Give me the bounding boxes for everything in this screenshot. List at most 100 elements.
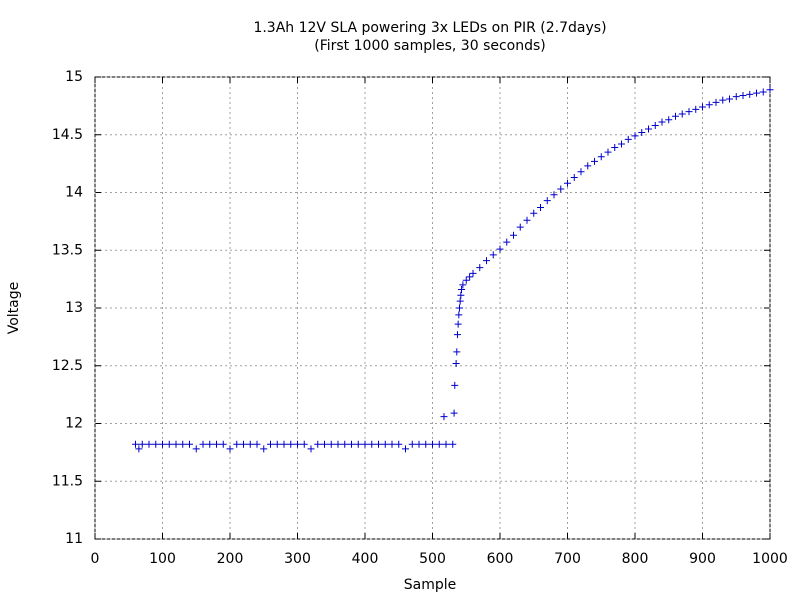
- data-point: [240, 440, 247, 448]
- y-tick-label: 13: [65, 300, 83, 316]
- data-point: [452, 359, 460, 367]
- data-point: [604, 148, 612, 156]
- data-point: [678, 110, 686, 118]
- data-point: [267, 440, 274, 448]
- data-point: [172, 440, 180, 448]
- data-point: [219, 440, 227, 448]
- data-point: [510, 231, 517, 239]
- data-point: [206, 440, 214, 448]
- data-point: [699, 103, 706, 111]
- data-point: [354, 440, 362, 448]
- data-point: [455, 311, 463, 319]
- data-point: [537, 204, 544, 212]
- data-point: [618, 140, 625, 148]
- y-tick-label: 13.5: [52, 242, 83, 258]
- data-point: [712, 98, 720, 106]
- data-point: [705, 101, 713, 109]
- data-point: [408, 440, 416, 448]
- data-point: [246, 440, 254, 448]
- data-point: [260, 445, 268, 453]
- data-point: [489, 251, 497, 259]
- data-point: [449, 440, 457, 448]
- data-point: [213, 440, 220, 448]
- data-point: [726, 95, 733, 103]
- data-point: [402, 445, 409, 453]
- data-point: [530, 209, 538, 217]
- data-point: [746, 90, 754, 98]
- data-point: [503, 238, 511, 246]
- data-point: [577, 168, 585, 176]
- y-tick-label: 11.5: [52, 473, 83, 489]
- data-point: [557, 185, 565, 193]
- data-point: [334, 440, 342, 448]
- data-point: [253, 440, 261, 448]
- data-point: [300, 440, 308, 448]
- data-point: [165, 440, 173, 448]
- data-point: [226, 445, 234, 453]
- data-point: [658, 118, 666, 126]
- data-point: [192, 445, 200, 453]
- y-tick-label: 14.5: [52, 127, 83, 143]
- data-point: [233, 440, 241, 448]
- data-point: [422, 440, 430, 448]
- data-point: [361, 440, 369, 448]
- data-point: [543, 197, 551, 205]
- data-point: [451, 381, 459, 389]
- data-point: [584, 162, 592, 170]
- y-tick-label: 14: [65, 185, 83, 201]
- data-point: [483, 257, 490, 265]
- data-point: [138, 440, 146, 448]
- data-point: [199, 440, 207, 448]
- data-point: [459, 281, 467, 289]
- data-point: [307, 445, 315, 453]
- x-tick-label: 1000: [752, 551, 788, 567]
- data-point: [442, 440, 450, 448]
- chart-subtitle: (First 1000 samples, 30 seconds): [314, 38, 546, 54]
- data-point: [186, 440, 193, 448]
- x-tick-label: 600: [487, 551, 514, 567]
- x-axis-label: Sample: [404, 577, 457, 593]
- data-point: [280, 440, 288, 448]
- data-point: [395, 440, 403, 448]
- data-point: [321, 440, 328, 448]
- data-point: [466, 273, 474, 281]
- data-point: [314, 440, 322, 448]
- data-point: [435, 440, 443, 448]
- data-point: [294, 440, 301, 448]
- data-point: [145, 440, 153, 448]
- x-tick-label: 700: [554, 551, 581, 567]
- data-point: [179, 440, 187, 448]
- data-point: [462, 276, 470, 284]
- data-point: [719, 96, 727, 104]
- data-point: [152, 440, 160, 448]
- data-point: [496, 245, 504, 253]
- data-point: [469, 269, 477, 277]
- y-tick-label: 11: [65, 531, 83, 547]
- data-point: [440, 413, 448, 421]
- data-point: [454, 320, 462, 328]
- x-tick-label: 300: [284, 551, 311, 567]
- x-tick-label: 500: [419, 551, 446, 567]
- data-point: [651, 122, 659, 130]
- data-point: [456, 304, 463, 312]
- y-tick-label: 15: [65, 69, 83, 85]
- data-point: [645, 125, 652, 133]
- data-point: [287, 440, 295, 448]
- data-point: [415, 440, 423, 448]
- x-tick-label: 200: [217, 551, 244, 567]
- data-point: [458, 286, 466, 294]
- data-point: [665, 116, 673, 124]
- x-tick-label: 0: [91, 551, 100, 567]
- data-point: [611, 143, 619, 151]
- data-point: [570, 173, 578, 181]
- x-tick-label: 100: [149, 551, 176, 567]
- data-point: [516, 223, 524, 231]
- y-tick-label: 12.5: [52, 358, 83, 374]
- data-point: [381, 440, 389, 448]
- data-point: [453, 331, 461, 339]
- data-point: [375, 440, 382, 448]
- data-point: [327, 440, 335, 448]
- data-point: [739, 91, 747, 99]
- data-point: [348, 440, 355, 448]
